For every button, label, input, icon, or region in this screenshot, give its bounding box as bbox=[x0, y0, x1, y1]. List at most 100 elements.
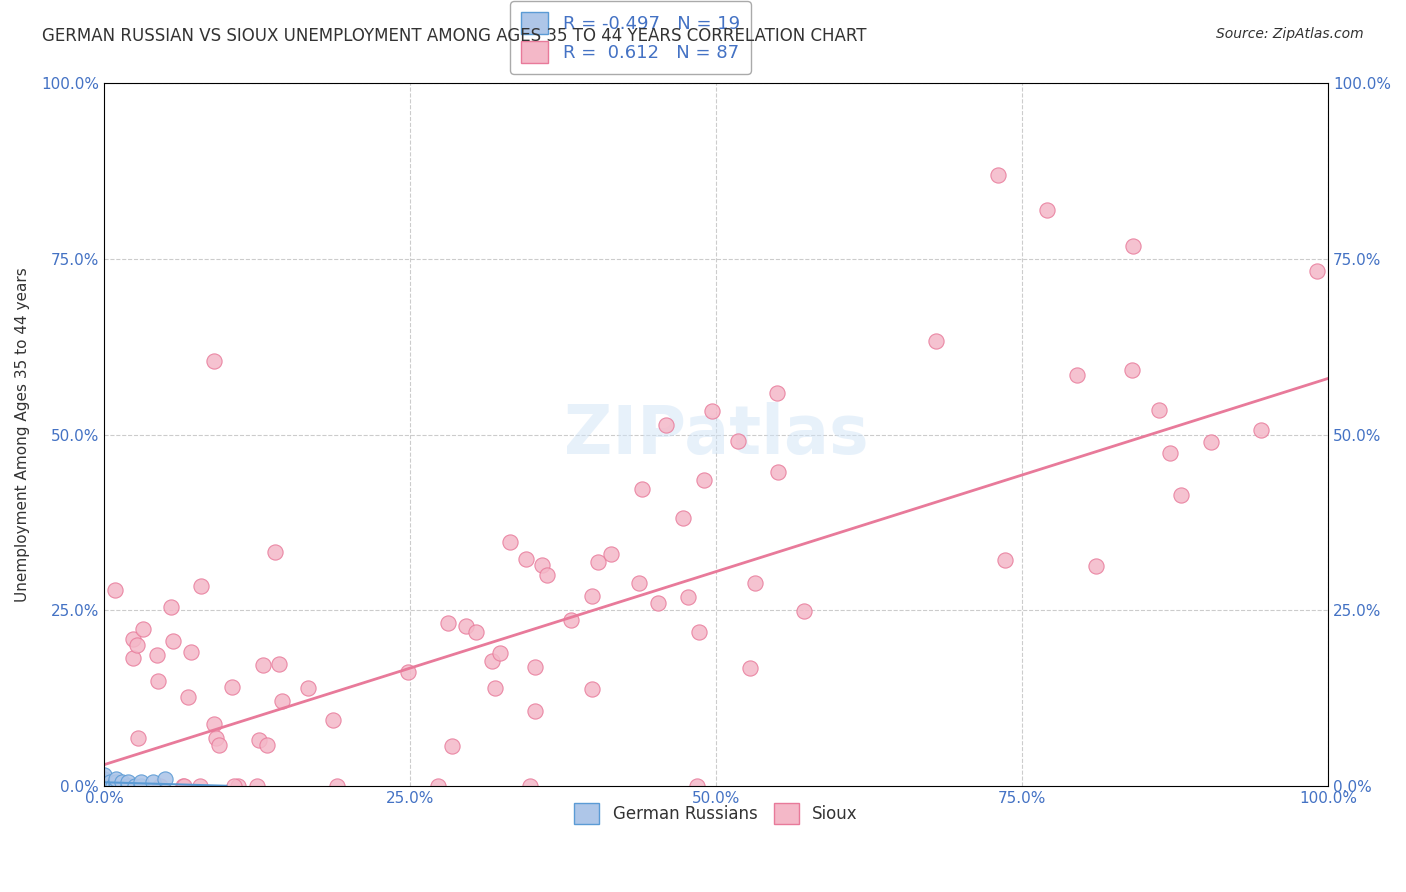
Point bbox=[630, 482, 652, 496]
Point bbox=[1250, 423, 1272, 437]
Point bbox=[208, 738, 231, 752]
Point bbox=[560, 614, 582, 628]
Point bbox=[628, 575, 651, 590]
Point bbox=[693, 473, 716, 487]
Point bbox=[104, 582, 127, 597]
Point bbox=[499, 534, 522, 549]
Point bbox=[515, 552, 537, 566]
Point bbox=[202, 353, 225, 368]
Point bbox=[127, 731, 149, 745]
Point bbox=[523, 704, 546, 718]
Point bbox=[1084, 559, 1107, 574]
Point bbox=[118, 779, 141, 793]
Point bbox=[190, 579, 212, 593]
Point bbox=[994, 552, 1017, 566]
Point bbox=[98, 775, 121, 789]
Point bbox=[117, 775, 139, 789]
Point bbox=[465, 625, 488, 640]
Point bbox=[146, 648, 169, 663]
Point bbox=[581, 682, 603, 697]
Point bbox=[98, 779, 121, 793]
Point bbox=[129, 779, 152, 793]
Point bbox=[738, 661, 761, 675]
Point bbox=[655, 418, 678, 433]
Point bbox=[111, 775, 134, 789]
Point bbox=[586, 555, 609, 569]
Point bbox=[93, 775, 115, 789]
Point bbox=[117, 779, 139, 793]
Point bbox=[160, 600, 183, 615]
Point bbox=[1170, 488, 1192, 502]
Point bbox=[172, 779, 194, 793]
Point bbox=[146, 673, 169, 688]
Point bbox=[686, 779, 709, 793]
Point bbox=[1306, 263, 1329, 277]
Point bbox=[1159, 446, 1181, 460]
Point bbox=[121, 632, 143, 647]
Point bbox=[222, 779, 245, 793]
Point bbox=[105, 775, 128, 789]
Point bbox=[524, 659, 547, 673]
Point bbox=[925, 334, 948, 349]
Point bbox=[766, 385, 789, 400]
Point bbox=[121, 650, 143, 665]
Text: GERMAN RUSSIAN VS SIOUX UNEMPLOYMENT AMONG AGES 35 TO 44 YEARS CORRELATION CHART: GERMAN RUSSIAN VS SIOUX UNEMPLOYMENT AMO… bbox=[42, 27, 866, 45]
Point bbox=[519, 779, 541, 793]
Point bbox=[93, 779, 115, 793]
Point bbox=[647, 596, 669, 610]
Point bbox=[599, 548, 621, 562]
Point bbox=[727, 434, 749, 448]
Point bbox=[793, 604, 815, 618]
Legend: German Russians, Sioux: German Russians, Sioux bbox=[564, 793, 868, 834]
Point bbox=[271, 694, 294, 708]
Point bbox=[481, 654, 503, 668]
Point bbox=[1122, 239, 1144, 253]
Point bbox=[1199, 435, 1222, 450]
Point bbox=[221, 681, 243, 695]
Point bbox=[672, 510, 695, 524]
Point bbox=[162, 634, 184, 648]
Point bbox=[177, 690, 200, 705]
Point bbox=[426, 779, 449, 793]
Point bbox=[700, 404, 723, 418]
Point bbox=[744, 575, 766, 590]
Point bbox=[173, 779, 195, 793]
Point bbox=[267, 657, 290, 672]
Point bbox=[252, 657, 274, 672]
Point bbox=[676, 590, 699, 604]
Point bbox=[437, 616, 460, 631]
Text: Source: ZipAtlas.com: Source: ZipAtlas.com bbox=[1216, 27, 1364, 41]
Point bbox=[322, 713, 344, 727]
Point bbox=[101, 779, 124, 793]
Point bbox=[105, 772, 128, 786]
Point bbox=[93, 779, 115, 793]
Point bbox=[489, 646, 512, 660]
Point bbox=[97, 779, 120, 793]
Point bbox=[149, 779, 172, 793]
Point bbox=[153, 772, 176, 786]
Point bbox=[246, 779, 269, 793]
Y-axis label: Unemployment Among Ages 35 to 44 years: Unemployment Among Ages 35 to 44 years bbox=[15, 268, 30, 602]
Point bbox=[987, 168, 1010, 182]
Point bbox=[93, 772, 115, 786]
Point bbox=[484, 681, 506, 695]
Point bbox=[688, 625, 710, 640]
Point bbox=[396, 665, 419, 680]
Point bbox=[228, 779, 250, 793]
Point bbox=[297, 681, 319, 696]
Point bbox=[536, 568, 558, 582]
Point bbox=[142, 775, 165, 789]
Point bbox=[127, 638, 149, 652]
Point bbox=[440, 739, 463, 753]
Point bbox=[1121, 362, 1143, 376]
Point bbox=[1035, 202, 1057, 217]
Point bbox=[456, 618, 478, 632]
Point bbox=[180, 645, 202, 659]
Point bbox=[132, 622, 155, 636]
Point bbox=[105, 779, 128, 793]
Point bbox=[188, 779, 211, 793]
Point bbox=[264, 545, 287, 559]
Point bbox=[531, 558, 554, 572]
Point bbox=[247, 733, 270, 747]
Point bbox=[256, 738, 278, 752]
